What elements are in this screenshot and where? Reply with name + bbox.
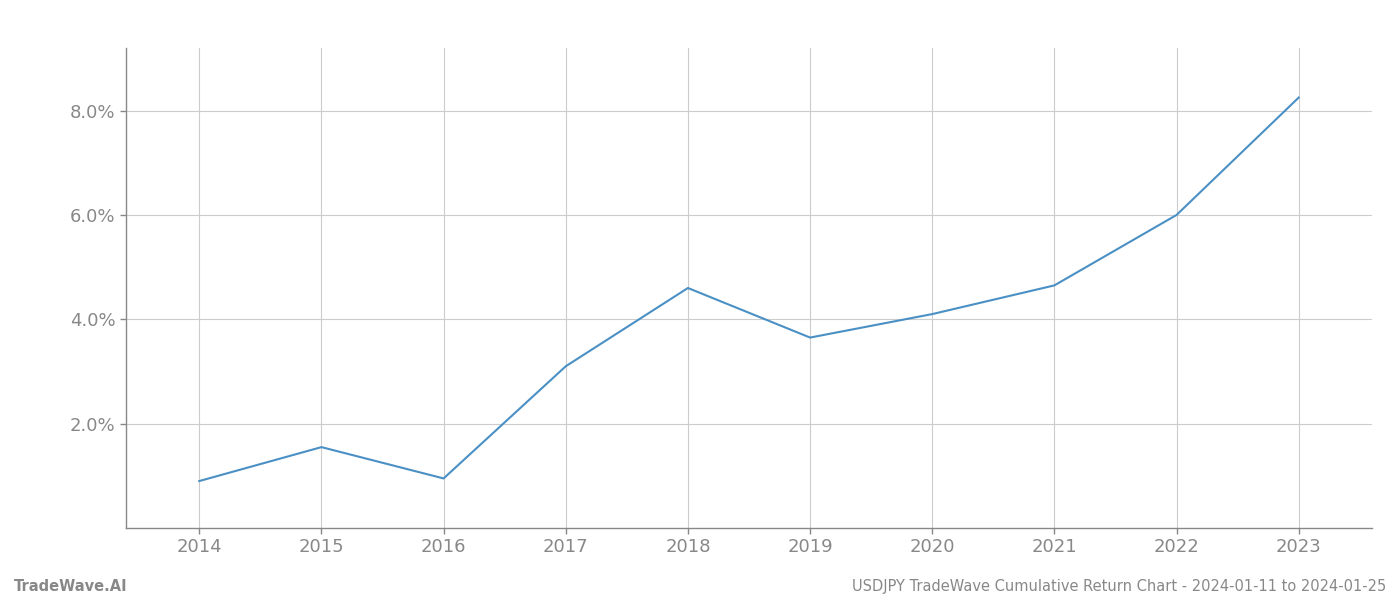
Text: TradeWave.AI: TradeWave.AI — [14, 579, 127, 594]
Text: USDJPY TradeWave Cumulative Return Chart - 2024-01-11 to 2024-01-25: USDJPY TradeWave Cumulative Return Chart… — [851, 579, 1386, 594]
